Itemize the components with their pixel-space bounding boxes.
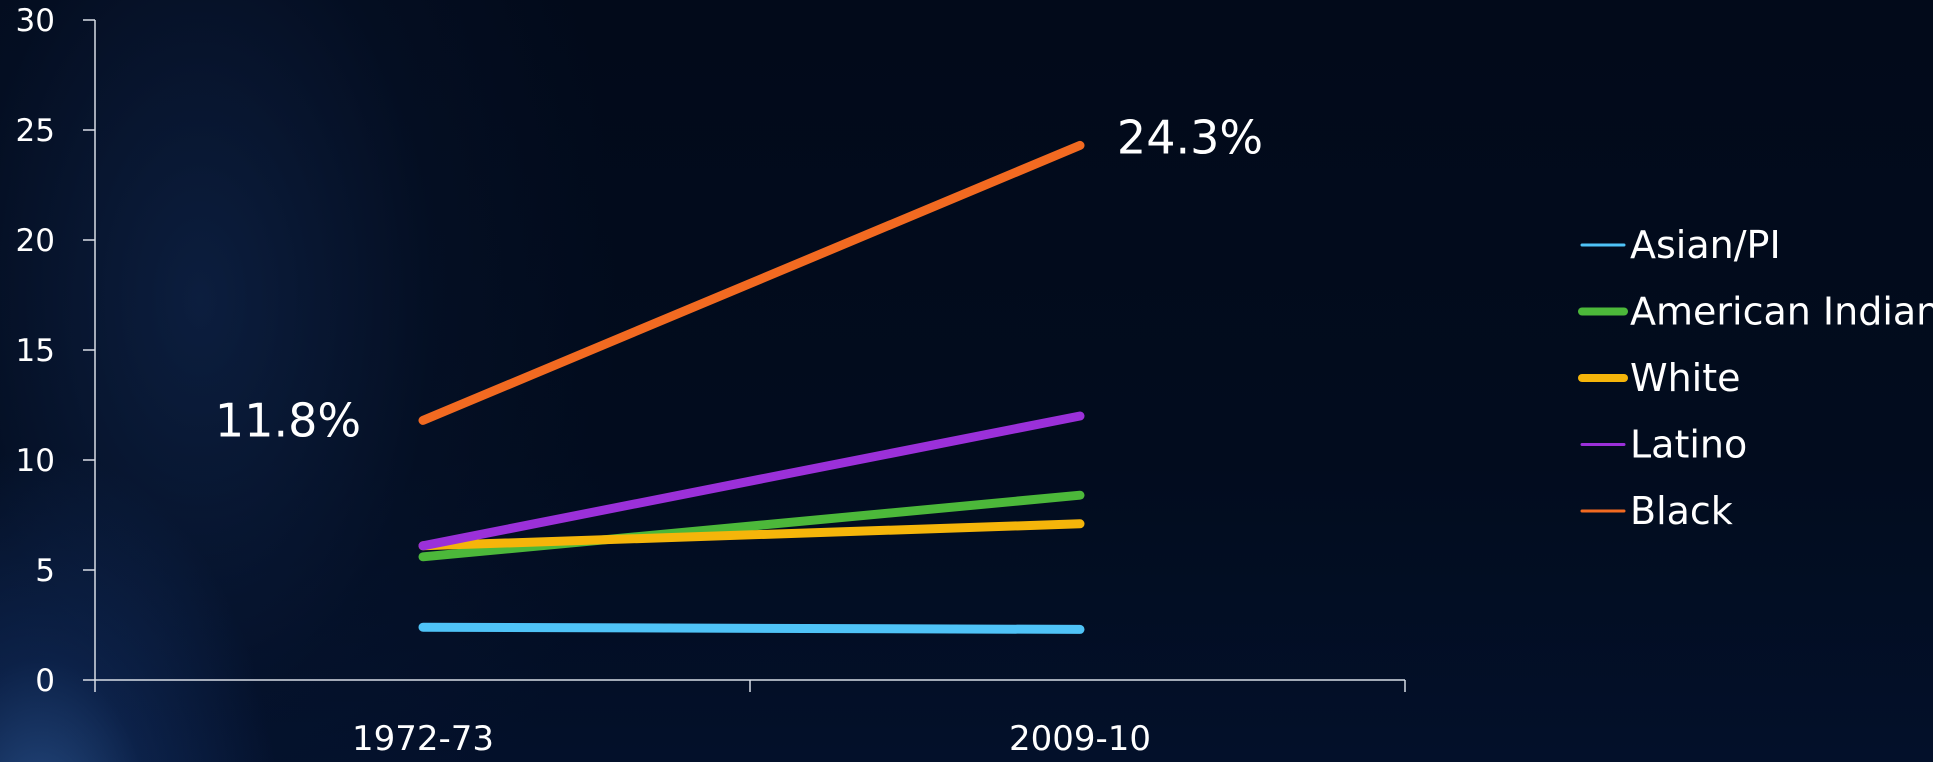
- legend-label: American Indian: [1630, 290, 1933, 334]
- series-line-white: [418, 519, 1085, 551]
- legend-label: Latino: [1630, 423, 1747, 467]
- chart-series: [418, 140, 1085, 634]
- chart-axes: 0 5 10 15 20 25 30 1972-73 2009-10: [16, 3, 1406, 759]
- chart-labels: 11.8% 24.3%: [215, 110, 1263, 447]
- y-tick-label: 25: [16, 113, 55, 149]
- y-tick-label: 20: [16, 223, 55, 259]
- y-tick-label: 15: [16, 333, 55, 369]
- y-tick-label: 5: [35, 553, 55, 589]
- y-tick-label: 30: [16, 3, 55, 39]
- data-label-end: 24.3%: [1117, 110, 1263, 164]
- legend-label: White: [1630, 356, 1741, 400]
- x-category-label: 2009-10: [1009, 719, 1151, 759]
- data-label-start: 11.8%: [215, 393, 361, 447]
- y-tick-label: 10: [16, 443, 55, 479]
- legend-label: Black: [1630, 489, 1733, 533]
- legend-label: Asian/PI: [1630, 223, 1781, 267]
- series-line-asian-pi: [418, 622, 1085, 634]
- x-category-label: 1972-73: [352, 719, 494, 759]
- series-line-latino: [418, 411, 1085, 551]
- chart-legend: Asian/PI American Indian White Latino Black: [1578, 223, 1933, 533]
- y-tick-label: 0: [35, 663, 55, 699]
- series-line-black: [418, 140, 1085, 425]
